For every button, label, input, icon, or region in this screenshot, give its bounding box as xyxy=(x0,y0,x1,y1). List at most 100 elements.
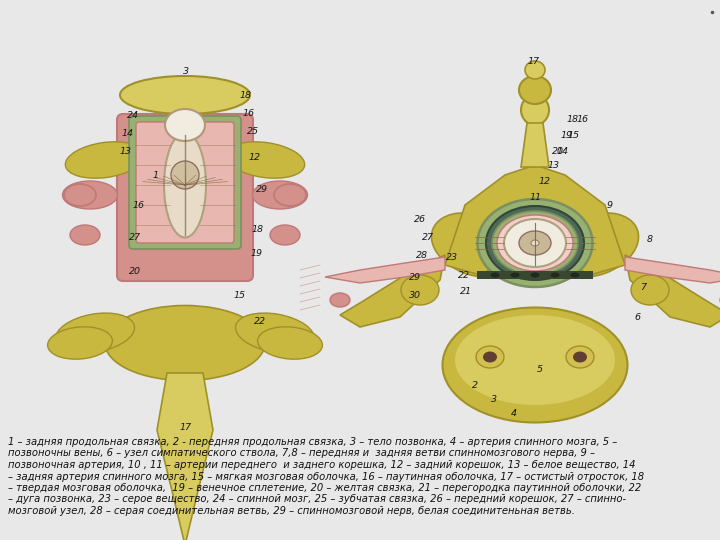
FancyBboxPatch shape xyxy=(117,114,253,281)
Ellipse shape xyxy=(566,346,594,368)
Text: 27: 27 xyxy=(129,233,141,242)
Ellipse shape xyxy=(521,95,549,125)
Ellipse shape xyxy=(631,275,669,305)
Text: 9: 9 xyxy=(607,200,613,210)
Ellipse shape xyxy=(253,181,307,209)
Text: 7: 7 xyxy=(640,284,646,293)
Ellipse shape xyxy=(483,352,497,362)
Polygon shape xyxy=(445,165,625,275)
Ellipse shape xyxy=(531,273,539,278)
Text: 19: 19 xyxy=(561,132,573,140)
Ellipse shape xyxy=(431,213,518,277)
Text: 16: 16 xyxy=(133,200,145,210)
Text: позвоночная артерия, 10 , 11 – артерии переднего  и заднего корешка, 12 – задний: позвоночная артерия, 10 , 11 – артерии п… xyxy=(8,460,636,470)
Ellipse shape xyxy=(519,231,551,255)
Text: 19: 19 xyxy=(251,249,263,259)
Ellipse shape xyxy=(235,313,315,353)
Ellipse shape xyxy=(477,199,593,287)
Ellipse shape xyxy=(330,293,350,307)
Ellipse shape xyxy=(70,225,100,245)
Ellipse shape xyxy=(486,206,584,280)
Text: 16: 16 xyxy=(577,116,589,125)
Text: мозговой узел, 28 – серая соединительная ветвь, 29 – спинномозговой нерв, белая : мозговой узел, 28 – серая соединительная… xyxy=(8,506,575,516)
Polygon shape xyxy=(521,123,549,167)
Text: 8: 8 xyxy=(647,235,653,245)
Text: 23: 23 xyxy=(446,253,458,262)
Text: – твердая мозговая оболочка,  19 – венечное сплетение, 20 – желтая связка, 21 – : – твердая мозговая оболочка, 19 – венечн… xyxy=(8,483,642,493)
Text: 30: 30 xyxy=(409,291,421,300)
Ellipse shape xyxy=(573,352,587,362)
Text: 25: 25 xyxy=(247,126,259,136)
Text: 2: 2 xyxy=(472,381,478,389)
Ellipse shape xyxy=(570,273,580,278)
Text: 12: 12 xyxy=(539,177,551,186)
Ellipse shape xyxy=(525,61,545,79)
Text: 6: 6 xyxy=(634,314,640,322)
Text: – задняя артерия спинного мозга, 15 – мягкая мозговая оболочка, 16 – паутинная о: – задняя артерия спинного мозга, 15 – мя… xyxy=(8,471,644,482)
Text: 28: 28 xyxy=(416,251,428,260)
Polygon shape xyxy=(340,255,445,327)
Ellipse shape xyxy=(497,215,573,271)
Ellipse shape xyxy=(455,315,615,405)
Polygon shape xyxy=(625,257,720,283)
Ellipse shape xyxy=(490,273,500,278)
Ellipse shape xyxy=(492,211,578,275)
Ellipse shape xyxy=(105,306,265,381)
Ellipse shape xyxy=(443,307,628,422)
Ellipse shape xyxy=(48,327,112,359)
Text: 3: 3 xyxy=(491,395,497,404)
Text: – дуга позвонка, 23 – серое вещество, 24 – спинной мозг, 25 – зубчатая связка, 2: – дуга позвонка, 23 – серое вещество, 24… xyxy=(8,495,626,504)
Ellipse shape xyxy=(120,76,250,114)
Ellipse shape xyxy=(164,132,206,238)
Ellipse shape xyxy=(171,161,199,189)
Ellipse shape xyxy=(225,142,305,178)
Polygon shape xyxy=(325,257,445,283)
Ellipse shape xyxy=(401,275,439,305)
Text: 1: 1 xyxy=(153,171,159,179)
Text: 4: 4 xyxy=(511,408,517,417)
Text: 17: 17 xyxy=(180,423,192,433)
Ellipse shape xyxy=(55,313,135,353)
Text: 17: 17 xyxy=(528,57,540,66)
Ellipse shape xyxy=(63,181,117,209)
Ellipse shape xyxy=(476,346,504,368)
Text: 13: 13 xyxy=(548,161,560,171)
Text: 29: 29 xyxy=(409,273,421,282)
FancyBboxPatch shape xyxy=(129,116,241,249)
Text: позвоночны вены, 6 – узел симпатического ствола, 7,8 – передняя и  задняя ветви : позвоночны вены, 6 – узел симпатического… xyxy=(8,449,595,458)
Ellipse shape xyxy=(274,184,306,206)
Ellipse shape xyxy=(66,142,145,178)
Ellipse shape xyxy=(270,225,300,245)
Polygon shape xyxy=(625,255,720,327)
Text: 22: 22 xyxy=(458,271,470,280)
Text: 14: 14 xyxy=(122,130,134,138)
Text: 14: 14 xyxy=(557,146,569,156)
Text: 5: 5 xyxy=(537,366,543,375)
Text: 13: 13 xyxy=(120,147,132,157)
Ellipse shape xyxy=(64,184,96,206)
Text: 16: 16 xyxy=(243,109,255,118)
Text: 12: 12 xyxy=(249,153,261,163)
Text: 15: 15 xyxy=(568,132,580,140)
Text: 26: 26 xyxy=(414,215,426,225)
FancyBboxPatch shape xyxy=(136,122,234,243)
Ellipse shape xyxy=(531,240,539,246)
Ellipse shape xyxy=(504,219,566,267)
Text: 1 – задняя продольная связка, 2 - передняя продольная связка, 3 – тело позвонка,: 1 – задняя продольная связка, 2 - передн… xyxy=(8,437,617,447)
Text: 3: 3 xyxy=(183,68,189,77)
Text: 29: 29 xyxy=(256,186,268,194)
Ellipse shape xyxy=(165,109,205,141)
Ellipse shape xyxy=(258,327,323,359)
Text: 27: 27 xyxy=(422,233,434,242)
Text: 20: 20 xyxy=(552,146,564,156)
Ellipse shape xyxy=(551,273,559,278)
Text: 20: 20 xyxy=(129,267,141,276)
Text: 18: 18 xyxy=(567,116,579,125)
Text: 18: 18 xyxy=(240,91,252,99)
Bar xyxy=(477,271,593,279)
Text: 22: 22 xyxy=(254,318,266,327)
Text: 24: 24 xyxy=(127,111,139,119)
Text: 15: 15 xyxy=(234,291,246,300)
Polygon shape xyxy=(157,373,213,540)
Text: 11: 11 xyxy=(530,192,542,201)
